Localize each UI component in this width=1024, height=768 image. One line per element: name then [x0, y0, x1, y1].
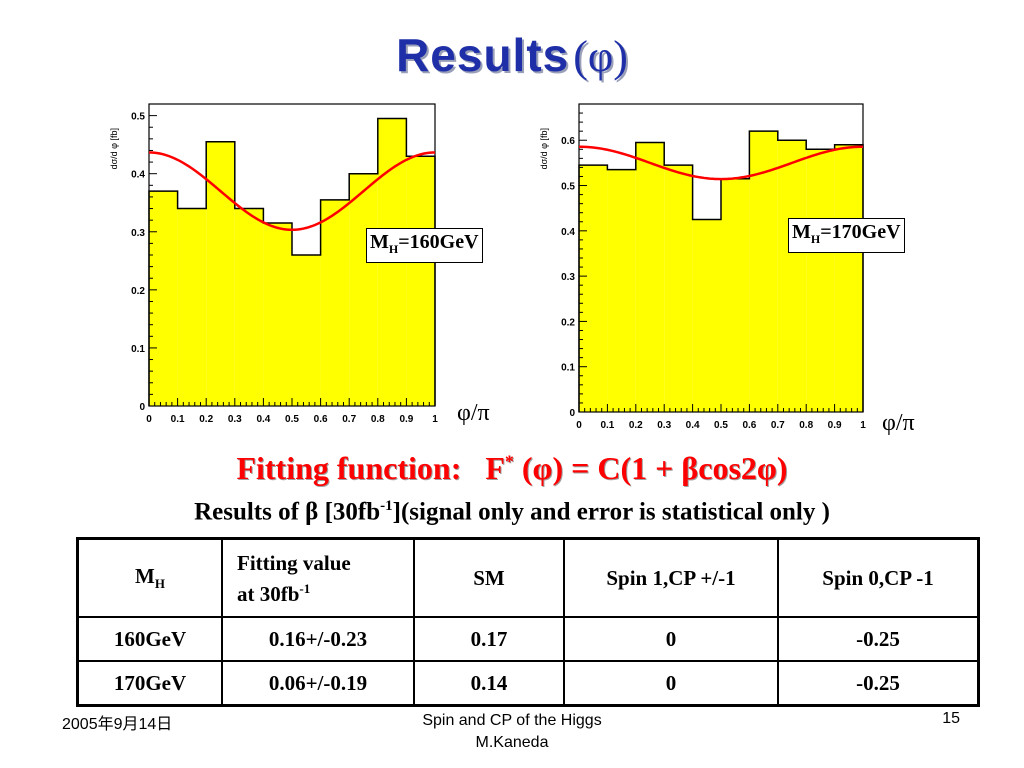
histogram-outline: [148, 117, 436, 406]
x-tick-label: 0.3: [657, 420, 671, 430]
histogram-bar: [234, 208, 264, 406]
footer-page-number: 15: [942, 710, 960, 727]
x-tick-label: 1: [432, 414, 438, 425]
cell-spin1: 0: [563, 660, 779, 707]
histogram-bar: [349, 173, 378, 406]
y-tick-label: 0: [139, 402, 145, 413]
y-tick-label: 0.1: [561, 363, 575, 374]
cell-spin0: -0.25: [777, 660, 980, 707]
y-tick-label: 0.4: [131, 170, 145, 181]
histogram-bar: [292, 255, 321, 406]
y-tick-label: 0.1: [131, 344, 145, 355]
x-tick-label: 0: [576, 420, 582, 430]
y-tick-label: 0.4: [561, 227, 575, 238]
histogram-bar: [806, 149, 835, 412]
y-tick-label: 0.5: [561, 182, 575, 193]
y-tick-label: 0.3: [561, 272, 575, 283]
y-tick-label: 0.2: [561, 317, 575, 328]
histogram-bar: [149, 191, 178, 406]
fitting-function: Fitting function: F* (φ) = C(1 + βcos2φ): [0, 450, 1024, 487]
fitting-label: Fitting function:: [236, 450, 462, 486]
histogram-160gev: 0 0.1 0.2 0.3 0.4 0.5 0.6 0.7 0.8 0.9 1 0 0.1 0.2 0.3 0…: [109, 103, 438, 425]
header-fitting-value: Fitting value at 30fb-1: [221, 537, 415, 618]
y-tick-label: 0: [569, 408, 575, 419]
table-header-row: MH Fitting value at 30fb-1 SM Spin 1,CP +…: [76, 537, 980, 618]
histogram-bar: [692, 219, 721, 412]
header-mh: MH: [76, 537, 223, 618]
x-tick-label: 0.6: [742, 420, 756, 430]
table-row: 160GeV 0.16+/-0.23 0.17 0 -0.25: [76, 616, 980, 662]
results-table: MH Fitting value at 30fb-1 SM Spin 1,CP +…: [76, 537, 980, 707]
x-tick-label: 1: [860, 420, 866, 430]
cell-mh: 160GeV: [76, 616, 223, 662]
histogram-bar: [177, 208, 207, 406]
histogram-bar: [406, 156, 435, 406]
histogram-bar: [834, 144, 863, 412]
y-axis-label: dσ/d φ [fb]: [539, 128, 549, 169]
y-tick-label: 0.6: [561, 136, 575, 147]
table-row: 170GeV 0.06+/-0.19 0.14 0 -0.25: [76, 660, 980, 707]
fit-curve: [578, 145, 864, 181]
y-tick-label: 0.3: [131, 228, 145, 239]
cell-sm: 0.14: [413, 660, 565, 707]
title-word: Results: [396, 29, 570, 81]
x-tick-label: 0.4: [256, 414, 270, 425]
footer-title: Spin and CP of the Higgs M.Kaneda: [422, 712, 602, 751]
histogram-170gev: 0 0.1 0.2 0.3 0.4 0.5 0.6 0.7 0.8 0.9 1 0 0.1 0.2 0.3 0…: [539, 103, 866, 430]
fit-curve: [148, 151, 436, 232]
x-tick-label: 0.4: [686, 420, 700, 430]
x-tick-label: 0.2: [629, 420, 643, 430]
x-tick-label: 0.5: [714, 420, 728, 430]
x-tick-label: 0.3: [228, 414, 242, 425]
plot-area-170gev: 0 0.1 0.2 0.3 0.4 0.5 0.6 0.7 0.8 0.9 1 0 0.1 0.2 0.3 0…: [539, 103, 866, 430]
fitting-F: F: [485, 450, 505, 486]
x-tick-label: 0.1: [600, 420, 614, 430]
cell-fit: 0.06+/-0.19: [221, 660, 415, 707]
x-tick-label: 0.8: [371, 414, 385, 425]
slide-title: Results (φ): [0, 28, 1024, 82]
fitting-star: *: [504, 451, 514, 472]
y-tick-label: 0.5: [131, 112, 145, 123]
x-tick-label: 0.7: [771, 420, 785, 430]
histogram-bar: [635, 142, 665, 412]
histogram-bar: [320, 199, 350, 406]
cell-fit: 0.16+/-0.23: [221, 616, 415, 662]
cell-spin0: -0.25: [777, 616, 980, 662]
mh-170-label: MH=170GeV: [788, 218, 905, 253]
results-description: Results of β [30fb-1](signal only and er…: [194, 498, 830, 526]
y-axis-label: dσ/d φ [fb]: [109, 128, 119, 169]
histogram-bar: [777, 140, 807, 412]
x-axis-label-170: φ/π: [882, 410, 915, 436]
cell-mh: 170GeV: [76, 660, 223, 707]
header-spin0: Spin 0,CP -1: [777, 537, 980, 618]
x-tick-label: 0.9: [399, 414, 413, 425]
x-tick-label: 0.7: [342, 414, 356, 425]
histogram-bar: [664, 165, 693, 412]
mh-160-label: MH=160GeV: [366, 228, 483, 263]
histogram-outline: [578, 130, 864, 412]
header-spin1: Spin 1,CP +/-1: [563, 537, 779, 618]
fitting-formula: (φ) = C(1 + βcos2φ): [521, 450, 788, 486]
header-sm: SM: [413, 537, 565, 618]
x-tick-label: 0.9: [828, 420, 842, 430]
histogram-bar: [607, 169, 636, 412]
histogram-bar: [749, 131, 778, 413]
plot-area-160gev: 0 0.1 0.2 0.3 0.4 0.5 0.6 0.7 0.8 0.9 1 0 0.1 0.2 0.3 0…: [109, 103, 438, 425]
histogram-bar: [263, 223, 292, 406]
x-tick-label: 0.1: [171, 414, 185, 425]
histogram-bar: [579, 165, 608, 412]
cell-spin1: 0: [563, 616, 779, 662]
x-tick-label: 0.6: [314, 414, 328, 425]
title-paren: (φ): [573, 32, 628, 81]
histogram-bar: [206, 141, 235, 406]
x-axis-label-160: φ/π: [457, 400, 490, 426]
histogram-bar: [721, 178, 750, 412]
y-tick-label: 0.2: [131, 286, 145, 297]
x-tick-label: 0: [146, 414, 152, 425]
x-tick-label: 0.8: [799, 420, 813, 430]
x-tick-label: 0.5: [285, 414, 299, 425]
x-tick-label: 0.2: [199, 414, 213, 425]
footer-date: 2005年9月14日: [62, 716, 173, 733]
cell-sm: 0.17: [413, 616, 565, 662]
